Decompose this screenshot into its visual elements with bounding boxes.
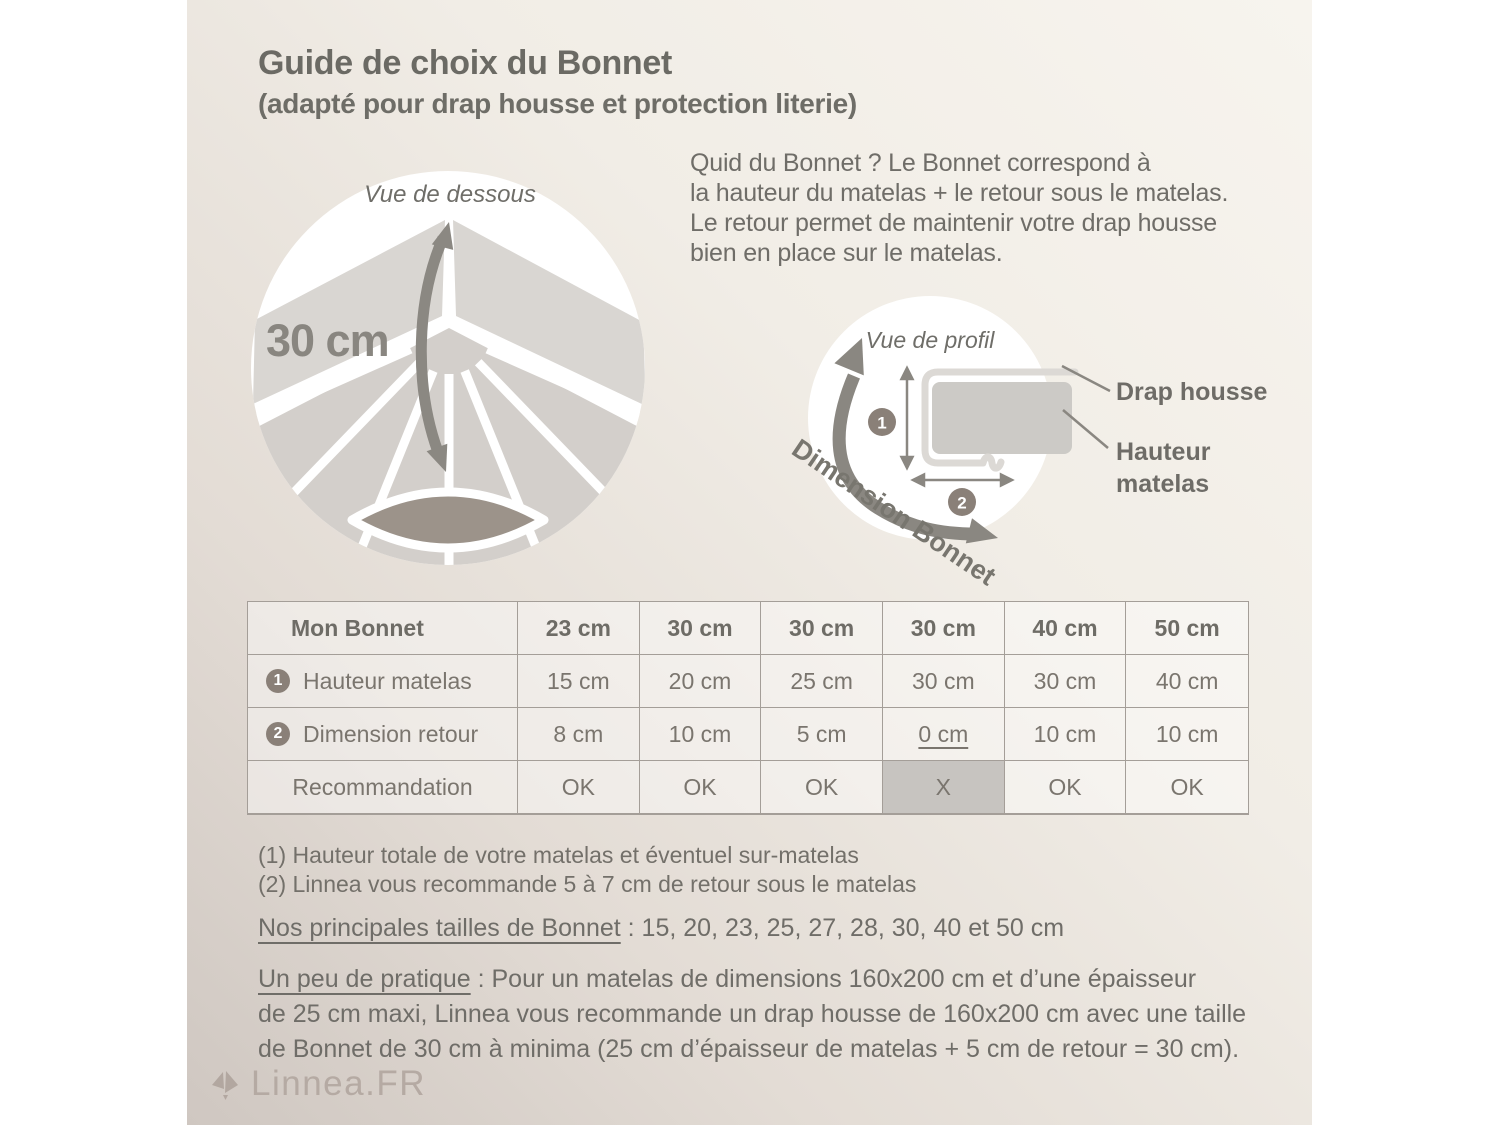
table-cell-not-recommended: X — [882, 761, 1005, 814]
sizes-rest: : 15, 20, 23, 25, 27, 28, 30, 40 et 50 c… — [620, 914, 1065, 942]
brand-logo: Linnea.FR — [211, 1064, 426, 1104]
elastic-opening-lens — [347, 487, 549, 553]
table-cell: 5 cm — [761, 708, 883, 761]
mattress-profile — [932, 382, 1072, 454]
table-cell: 25 cm — [761, 655, 883, 708]
table-cell: 8 cm — [518, 708, 640, 761]
table-cell: 40 cm — [1004, 602, 1127, 655]
profile-view-caption: Vue de profil — [866, 327, 996, 353]
footnote-2: (2) Linnea vous recommande 5 à 7 cm de r… — [258, 871, 917, 897]
svg-text:1: 1 — [877, 414, 886, 433]
profile-view-diagram: 1 2 Vue de profil Drap housse Hauteur ma… — [787, 296, 1268, 591]
mattress-right-face — [453, 220, 645, 406]
bonnet-table: Mon Bonnet 23 cm 30 cm 30 cm 30 cm 40 cm… — [247, 601, 1249, 815]
marker-2-badge: 2 — [948, 488, 976, 516]
table-row-label: Recommandation — [248, 761, 518, 814]
table-cell: OK — [518, 761, 640, 814]
hauteur-matelas-label-line2: matelas — [1116, 470, 1209, 498]
table-row-label: Mon Bonnet — [248, 602, 518, 655]
table-row-label: 1 Hauteur matelas — [248, 655, 518, 708]
return-arrow-icon — [910, 472, 1015, 488]
sizes-line: Nos principales tailles de Bonnet : 15, … — [258, 914, 1064, 943]
logo-text: Linnea.FR — [251, 1064, 426, 1103]
practice-line1: : Pour un matelas de dimensions 160x200 … — [470, 965, 1197, 993]
table-cell: 10 cm — [639, 708, 762, 761]
intro-paragraph: Quid du Bonnet ? Le Bonnet correspond à … — [690, 149, 1229, 267]
practice-paragraph: Un peu de pratique : Pour un matelas de … — [258, 962, 1246, 1067]
table-cell: 20 cm — [639, 655, 762, 708]
table-row-label: 2 Dimension retour — [248, 708, 518, 761]
table-cell: OK — [1004, 761, 1127, 814]
marker-2-badge: 2 — [266, 722, 290, 746]
drap-housse-pointer-line — [1061, 364, 1111, 393]
height-arrow-icon — [899, 365, 915, 471]
table-footnotes: (1) Hauteur totale de votre matelas et é… — [258, 841, 916, 899]
hauteur-matelas-label-line1: Hauteur — [1116, 438, 1211, 466]
table-cell: 30 cm — [882, 602, 1005, 655]
dimension-bonnet-arrow-icon — [832, 338, 998, 544]
table-cell: 50 cm — [1126, 602, 1248, 655]
leaf-icon — [212, 1071, 238, 1100]
sizes-lead: Nos principales tailles de Bonnet — [258, 914, 621, 942]
fitted-sheet-outline — [921, 368, 1079, 472]
practice-lead: Un peu de pratique — [258, 965, 471, 993]
table-cell: 30 cm — [1004, 655, 1127, 708]
table-cell: 30 cm — [761, 602, 883, 655]
page-subtitle: (adapté pour drap housse et protection l… — [258, 88, 857, 119]
practice-line2: de 25 cm maxi, Linnea vous recommande un… — [258, 1000, 1247, 1028]
table-cell: 30 cm — [882, 655, 1005, 708]
bottom-view-diagram: Vue de dessous 30 cm — [251, 171, 645, 565]
table-cell: 10 cm — [1126, 708, 1248, 761]
hauteur-pointer-line — [1062, 409, 1109, 449]
svg-text:2: 2 — [957, 494, 966, 513]
table-cell: OK — [761, 761, 883, 814]
marker-1-badge: 1 — [266, 669, 290, 693]
table-cell: 15 cm — [518, 655, 640, 708]
table-cell: 40 cm — [1126, 655, 1248, 708]
table-cell: OK — [1126, 761, 1248, 814]
table-cell: 30 cm — [639, 602, 762, 655]
footnote-1: (1) Hauteur totale de votre matelas et é… — [258, 842, 859, 868]
bonnet-curved-arrow-icon — [415, 222, 454, 472]
table-cell-zero-return: 0 cm — [882, 708, 1005, 761]
bottom-view-caption: Vue de dessous — [364, 181, 536, 208]
marker-1-badge: 1 — [868, 408, 896, 436]
table-cell: 23 cm — [518, 602, 640, 655]
page-title: Guide de choix du Bonnet — [258, 44, 673, 82]
drap-housse-label: Drap housse — [1116, 378, 1268, 406]
table-cell: 10 cm — [1004, 708, 1127, 761]
bottom-view-measure-label: 30 cm — [266, 315, 389, 366]
practice-line3: de Bonnet de 30 cm à minima (25 cm d’épa… — [258, 1035, 1240, 1063]
mattress-left-face — [253, 220, 445, 404]
table-cell: OK — [639, 761, 762, 814]
content-square: Guide de choix du Bonnet (adapté pour dr… — [187, 0, 1312, 1125]
